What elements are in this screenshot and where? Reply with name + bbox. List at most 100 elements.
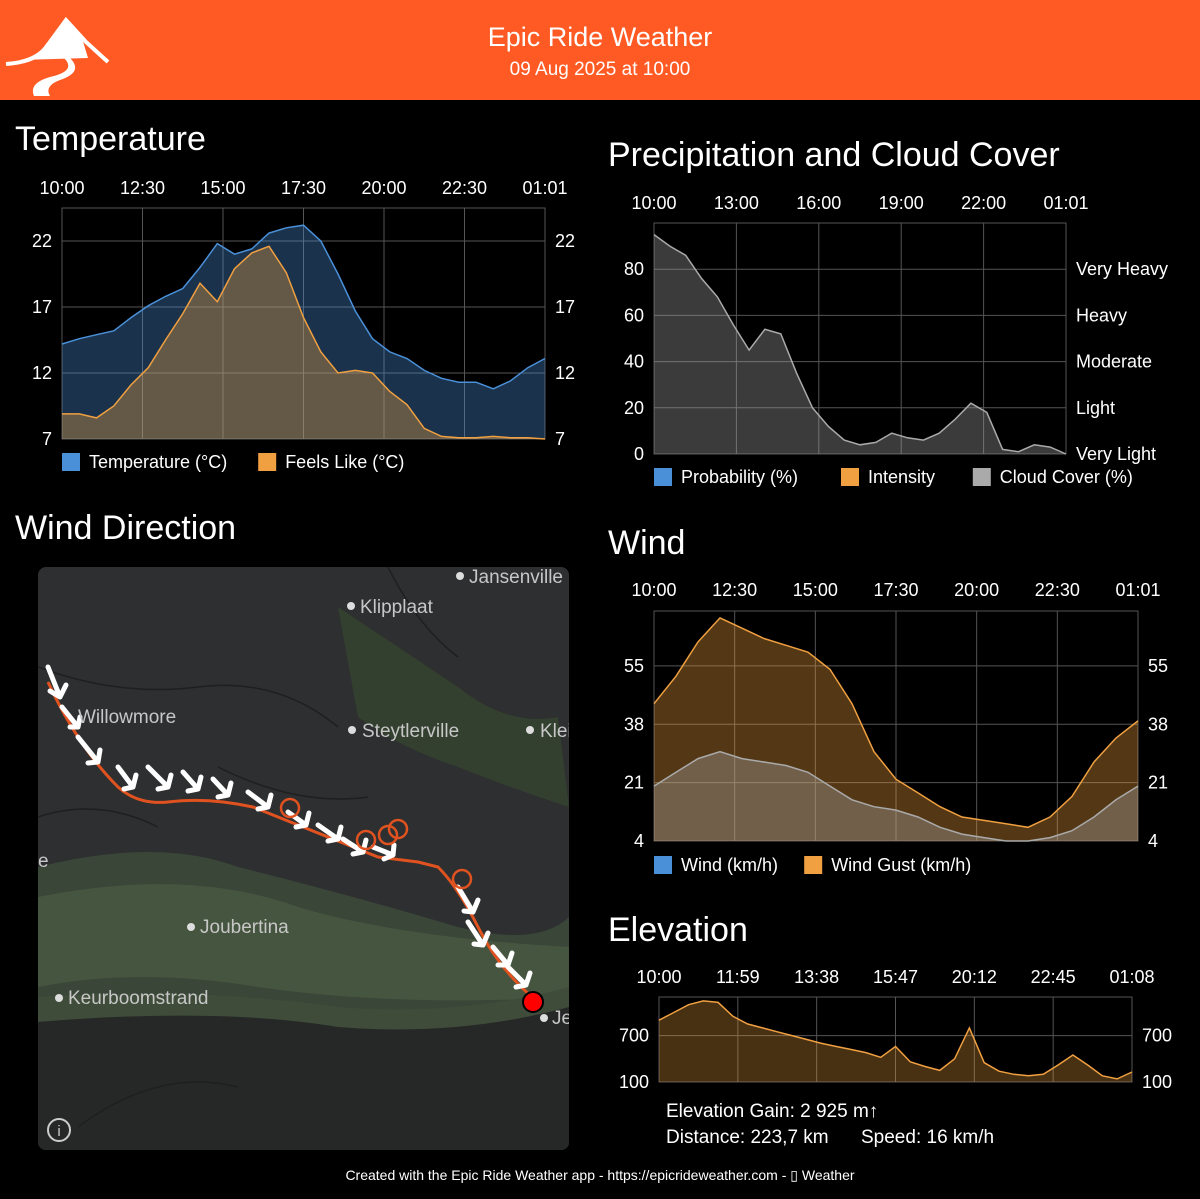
y-tick-label: 60 xyxy=(624,305,644,325)
y-tick-label-right: Moderate xyxy=(1076,352,1152,372)
x-tick-label: 17:30 xyxy=(281,178,326,198)
svg-text:i: i xyxy=(57,1123,60,1140)
legend-label: Intensity xyxy=(868,467,935,487)
y-tick-label: 17 xyxy=(32,297,52,317)
route-end-marker xyxy=(522,991,544,1013)
legend-swatch xyxy=(258,453,277,471)
wind-direction-map[interactable]: i Jansenville Klipplaat Willowmore Steyt… xyxy=(38,567,569,1150)
y-tick-label: 38 xyxy=(624,714,644,734)
map-label-keurboomstrand: Keurboomstrand xyxy=(68,988,209,1009)
elevation-title: Elevation xyxy=(608,911,748,949)
elevation-gain: Elevation Gain: 2 925 m↑ xyxy=(666,1101,879,1122)
y-tick-label-right: Heavy xyxy=(1076,305,1127,325)
x-tick-label: 01:08 xyxy=(1109,967,1154,987)
legend-label: Probability (%) xyxy=(681,467,798,487)
x-tick-label: 12:30 xyxy=(120,178,165,198)
precipitation-title: Precipitation and Cloud Cover xyxy=(608,136,1060,174)
y-tick-label-right: 700 xyxy=(1142,1026,1172,1046)
footer-credit: Created with the Epic Ride Weather app -… xyxy=(345,1167,855,1183)
x-tick-label: 10:00 xyxy=(39,178,84,198)
x-tick-label: 13:38 xyxy=(794,967,839,987)
x-tick-label: 11:59 xyxy=(716,967,760,987)
y-tick-label-right: 21 xyxy=(1148,773,1168,793)
series-line xyxy=(658,1000,1133,1080)
x-tick-label: 15:00 xyxy=(793,580,838,600)
wind-arrows: i xyxy=(45,664,544,1142)
x-tick-label: 01:01 xyxy=(1043,193,1088,213)
wind-chart: 10:00 12:30 15:00 17:30 20:00 22:30 01:01 4 4 21 2… xyxy=(624,580,1168,875)
y-tick-label-right: 38 xyxy=(1148,714,1168,734)
map-label-e: e xyxy=(38,851,49,872)
series-area xyxy=(659,1000,1132,1082)
map-label-je: Je xyxy=(552,1008,569,1029)
series-line xyxy=(62,245,546,440)
legend-swatch xyxy=(654,468,672,486)
y-tick-label-right: Very Light xyxy=(1076,444,1156,464)
series-area xyxy=(654,617,1138,841)
x-tick-label: 10:00 xyxy=(631,580,676,600)
map-terrain xyxy=(38,567,569,1150)
temperature-chart: 10:00 12:30 15:00 17:30 20:00 22:30 01:01 7 7 12 1… xyxy=(32,178,575,472)
x-tick-label: 10:00 xyxy=(631,193,676,213)
map-label-steytlerville: Steytlerville xyxy=(362,721,460,742)
elevation-chart: 10:00 11:59 13:38 15:47 20:12 22:45 01:08 100 10… xyxy=(619,967,1172,1092)
y-tick-label: 100 xyxy=(619,1072,649,1092)
y-tick-label-right: 22 xyxy=(555,231,575,251)
legend-swatch xyxy=(804,856,823,874)
map-label-willowmore: Willowmore xyxy=(78,707,177,728)
x-tick-label: 22:45 xyxy=(1031,967,1076,987)
series-line xyxy=(61,224,546,390)
legend-swatch xyxy=(841,468,859,486)
x-tick-label: 12:30 xyxy=(712,580,757,600)
y-tick-label: 20 xyxy=(624,398,644,418)
y-tick-label-right: 17 xyxy=(555,297,575,317)
x-tick-label: 10:00 xyxy=(636,967,681,987)
y-tick-label-right: Light xyxy=(1076,398,1115,418)
x-tick-label: 22:30 xyxy=(1035,580,1080,600)
series-line xyxy=(653,616,1139,829)
y-tick-label: 55 xyxy=(624,656,644,676)
legend-label: Wind (km/h) xyxy=(681,855,778,875)
route-distance: Distance: 223,7 km xyxy=(666,1127,829,1148)
y-tick-label-right: 4 xyxy=(1148,831,1158,851)
y-tick-label-right: Very Heavy xyxy=(1076,259,1168,279)
x-tick-label: 13:00 xyxy=(714,193,759,213)
map-label-joubertina: Joubertina xyxy=(200,917,289,938)
header-bar: Epic Ride Weather 09 Aug 2025 at 10:00 xyxy=(0,0,1200,100)
y-tick-label: 7 xyxy=(42,429,52,449)
x-tick-label: 20:00 xyxy=(954,580,999,600)
legend-swatch xyxy=(62,453,80,471)
x-tick-label: 19:00 xyxy=(879,193,924,213)
legend-swatch xyxy=(654,856,672,874)
wind-direction-title: Wind Direction xyxy=(15,509,237,547)
x-tick-label: 16:00 xyxy=(796,193,841,213)
y-tick-label: 4 xyxy=(634,831,644,851)
route-speed: Speed: 16 km/h xyxy=(861,1127,995,1148)
y-tick-label: 80 xyxy=(624,259,644,279)
x-tick-label: 15:00 xyxy=(200,178,245,198)
map-label-klipplaat: Klipplaat xyxy=(360,597,433,618)
y-tick-label-right: 12 xyxy=(555,363,575,383)
legend-swatch xyxy=(972,468,991,486)
report-date: 09 Aug 2025 at 10:00 xyxy=(509,59,691,80)
app-title: Epic Ride Weather xyxy=(487,22,713,52)
series-area xyxy=(62,246,545,439)
legend-label: Temperature (°C) xyxy=(89,452,227,472)
legend-label: Feels Like (°C) xyxy=(285,452,404,472)
x-tick-label: 22:30 xyxy=(442,178,487,198)
y-tick-label: 22 xyxy=(32,231,52,251)
series-area xyxy=(654,234,1066,454)
y-tick-label-right: 100 xyxy=(1142,1072,1172,1092)
y-tick-label-right: 7 xyxy=(555,429,565,449)
legend-label: Wind Gust (km/h) xyxy=(831,855,971,875)
y-tick-label: 40 xyxy=(624,352,644,372)
precipitation-chart: 10:00 13:00 16:00 19:00 22:00 01:01 0 Very Ligh… xyxy=(624,193,1168,487)
x-tick-label: 20:12 xyxy=(952,967,997,987)
map-label-jansenville: Jansenville xyxy=(469,567,563,588)
temperature-title: Temperature xyxy=(15,120,206,158)
x-tick-label: 22:00 xyxy=(961,193,1006,213)
x-tick-label: 20:00 xyxy=(361,178,406,198)
x-tick-label: 01:01 xyxy=(1115,580,1160,600)
info-icon xyxy=(47,1118,71,1142)
app-logo-icon xyxy=(5,16,110,96)
